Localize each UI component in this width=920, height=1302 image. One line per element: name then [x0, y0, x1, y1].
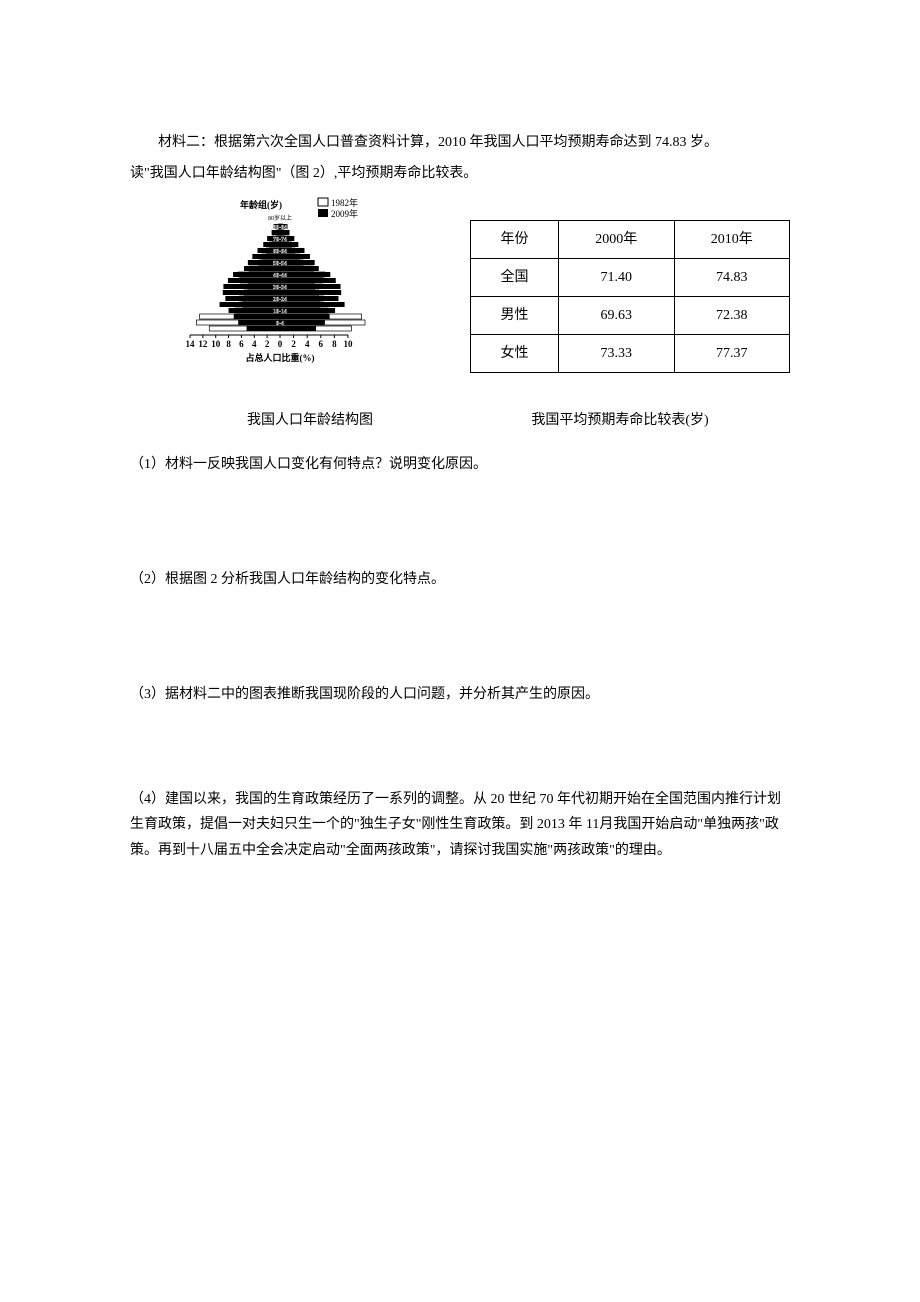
svg-text:10: 10: [344, 339, 354, 349]
col-header: 2010年: [674, 220, 789, 258]
svg-text:2: 2: [291, 339, 296, 349]
pyramid-svg: 年龄组(岁)1982年2009年80岁以上80-8480-8470-7470-7…: [130, 196, 410, 396]
question-1: （1）材料一反映我国人口变化有何特点？说明变化原因。: [130, 452, 790, 477]
pyramid-caption: 我国人口年龄结构图: [170, 408, 450, 433]
table-row: 女性 73.33 77.37: [471, 335, 790, 373]
captions: 我国人口年龄结构图 我国平均预期寿命比较表(岁): [130, 408, 790, 433]
svg-text:80-84: 80-84: [273, 225, 287, 231]
table-row: 全国 71.40 74.83: [471, 258, 790, 296]
svg-text:40-44: 40-44: [273, 273, 287, 279]
cell: 74.83: [674, 258, 789, 296]
svg-text:占总人口比重(%): 占总人口比重(%): [246, 352, 315, 363]
cell: 72.38: [674, 296, 789, 334]
question-2: （2）根据图 2 分析我国人口年龄结构的变化特点。: [130, 567, 790, 592]
svg-text:30-34: 30-34: [273, 285, 287, 291]
cell: 全国: [471, 258, 559, 296]
pyramid-chart: 年龄组(岁)1982年2009年80岁以上80-8480-8470-7470-7…: [130, 196, 410, 396]
svg-text:12: 12: [198, 339, 208, 349]
question-3: （3）据材料二中的图表推断我国现阶段的人口问题，并分析其产生的原因。: [130, 682, 790, 707]
cell: 69.63: [559, 296, 674, 334]
cell: 71.40: [559, 258, 674, 296]
svg-text:10: 10: [211, 339, 221, 349]
cell: 73.33: [559, 335, 674, 373]
cell: 女性: [471, 335, 559, 373]
svg-text:6: 6: [319, 339, 324, 349]
question-4: （4）建国以来，我国的生育政策经历了一系列的调整。从 20 世纪 70 年代初期…: [130, 787, 790, 863]
svg-text:8: 8: [332, 339, 337, 349]
col-header: 2000年: [559, 220, 674, 258]
svg-text:70-74: 70-74: [273, 237, 287, 243]
svg-text:8: 8: [226, 339, 231, 349]
svg-text:50-54: 50-54: [273, 261, 287, 267]
svg-text:1982年: 1982年: [331, 197, 358, 208]
col-header: 年份: [471, 220, 559, 258]
svg-text:年龄组(岁): 年龄组(岁): [240, 199, 282, 210]
svg-text:20-24: 20-24: [273, 297, 287, 303]
life-expectancy-table: 年份 2000年 2010年 全国 71.40 74.83 男性 69.63 7…: [470, 220, 790, 374]
cell: 男性: [471, 296, 559, 334]
table-caption: 我国平均预期寿命比较表(岁): [460, 408, 780, 433]
svg-text:2009年: 2009年: [331, 208, 358, 219]
table-row: 男性 69.63 72.38: [471, 296, 790, 334]
svg-text:0-4: 0-4: [276, 321, 284, 327]
svg-text:60-64: 60-64: [273, 249, 287, 255]
svg-text:6: 6: [239, 339, 244, 349]
svg-text:4: 4: [305, 339, 310, 349]
material-intro-line1: 材料二：根据第六次全国人口普查资料计算，2010 年我国人口平均预期寿命达到 7…: [130, 130, 790, 155]
life-expectancy-table-wrap: 年份 2000年 2010年 全国 71.40 74.83 男性 69.63 7…: [470, 220, 790, 374]
table-row: 年份 2000年 2010年: [471, 220, 790, 258]
svg-text:2: 2: [265, 339, 270, 349]
cell: 77.37: [674, 335, 789, 373]
svg-text:14: 14: [186, 339, 196, 349]
svg-text:10-14: 10-14: [273, 309, 287, 315]
svg-text:0: 0: [278, 339, 283, 349]
material-intro-line2: 读"我国人口年龄结构图"（图 2）,平均预期寿命比较表。: [130, 161, 790, 186]
svg-text:4: 4: [252, 339, 257, 349]
svg-text:80岁以上: 80岁以上: [268, 214, 292, 222]
charts-row: 年龄组(岁)1982年2009年80岁以上80-8480-8470-7470-7…: [130, 196, 790, 396]
